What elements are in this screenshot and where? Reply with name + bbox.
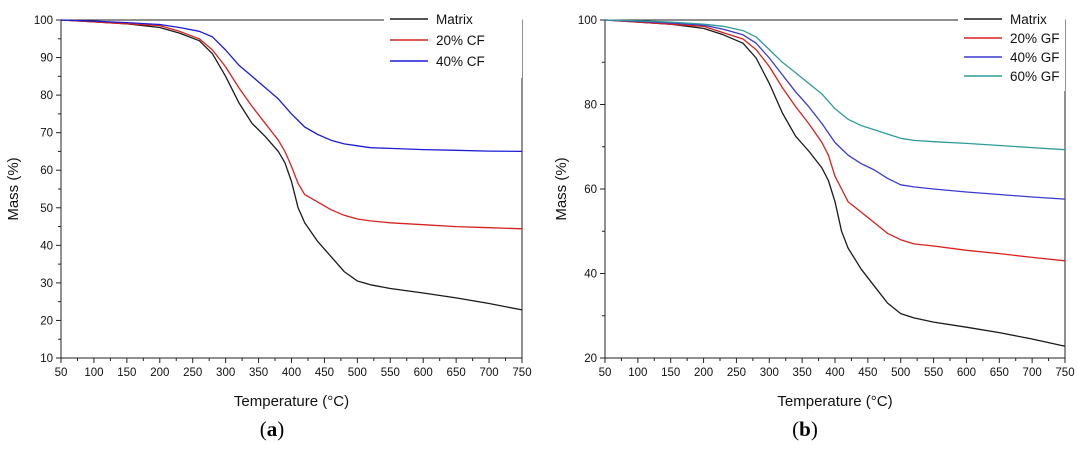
legend-label: 40% GF <box>1010 50 1060 65</box>
y-tick-label: 80 <box>40 90 53 102</box>
x-tick-label: 250 <box>183 367 202 379</box>
x-tick-label: 550 <box>381 367 400 379</box>
series-line-matrix <box>604 19 1066 347</box>
legend-box <box>384 9 522 78</box>
x-tick-label: 450 <box>315 367 334 379</box>
x-tick-label: 250 <box>727 367 746 379</box>
x-tick-label: 300 <box>216 367 235 379</box>
x-tick-label: 500 <box>891 367 910 379</box>
y-tick-label: 50 <box>40 203 53 215</box>
y-axis-title: Mass (%) <box>5 157 22 220</box>
legend-label: 20% GF <box>1010 31 1060 46</box>
legend-label: Matrix <box>436 12 473 27</box>
x-tick-label: 600 <box>414 367 433 379</box>
y-tick-label: 90 <box>40 53 53 65</box>
x-axis-title: Temperature (°C) <box>234 393 349 410</box>
x-tick-label: 300 <box>760 367 779 379</box>
x-tick-label: 50 <box>55 367 68 379</box>
x-axis-title: Temperature (°C) <box>777 393 892 410</box>
y-tick-label: 10 <box>40 353 53 365</box>
y-tick-label: 20 <box>584 353 597 365</box>
x-tick-label: 700 <box>479 367 498 379</box>
x-tick-label: 500 <box>348 367 367 379</box>
y-tick-label: 60 <box>584 184 597 196</box>
caption-a: (a) <box>260 417 285 441</box>
x-tick-label: 750 <box>1055 367 1074 379</box>
series-line-matrix <box>60 19 523 311</box>
legend-label: 20% CF <box>436 33 485 48</box>
legend-label: Matrix <box>1010 12 1047 27</box>
x-tick-label: 600 <box>957 367 976 379</box>
y-tick-label: 70 <box>40 128 53 140</box>
y-tick-label: 30 <box>40 278 53 290</box>
series-line-40-gf <box>604 19 1066 200</box>
x-tick-label: 100 <box>84 367 103 379</box>
chart-a: 50 100 150 200 250 300 350 400 450 500 550 600 650 70… <box>5 9 532 410</box>
x-tick-label: 350 <box>793 367 812 379</box>
legend-label: 40% CF <box>436 54 485 69</box>
legend-label: 60% GF <box>1010 69 1060 84</box>
x-tick-label: 400 <box>825 367 844 379</box>
y-tick-label: 100 <box>578 15 597 27</box>
caption-b: (b) <box>792 417 818 441</box>
series-line-40-cf <box>60 19 523 153</box>
x-tick-label: 550 <box>924 367 943 379</box>
x-tick-label: 650 <box>447 367 466 379</box>
x-tick-label: 200 <box>694 367 713 379</box>
y-tick-label: 40 <box>584 269 597 281</box>
x-tick-label: 750 <box>512 367 531 379</box>
x-tick-label: 200 <box>150 367 169 379</box>
y-axis-title: Mass (%) <box>553 157 570 220</box>
x-tick-label: 700 <box>1023 367 1042 379</box>
x-tick-label: 100 <box>628 367 647 379</box>
y-tick-label: 80 <box>584 100 597 112</box>
y-tick-label: 40 <box>40 240 53 252</box>
series-line-20-gf <box>604 19 1066 262</box>
chart-b: 50 100 150 200 250 300 350 400 450 500 550 600 650 70… <box>553 9 1075 410</box>
series-line-60-gf <box>604 19 1066 151</box>
x-tick-label: 650 <box>990 367 1009 379</box>
y-tick-label: 100 <box>34 15 53 27</box>
x-tick-label: 350 <box>249 367 268 379</box>
x-tick-label: 150 <box>661 367 680 379</box>
legend-box <box>958 9 1065 91</box>
x-tick-label: 50 <box>599 367 612 379</box>
x-tick-label: 400 <box>282 367 301 379</box>
x-tick-label: 150 <box>117 367 136 379</box>
y-tick-label: 60 <box>40 165 53 177</box>
y-tick-label: 20 <box>40 315 53 327</box>
series-line-20-cf <box>60 19 523 230</box>
x-tick-label: 450 <box>858 367 877 379</box>
